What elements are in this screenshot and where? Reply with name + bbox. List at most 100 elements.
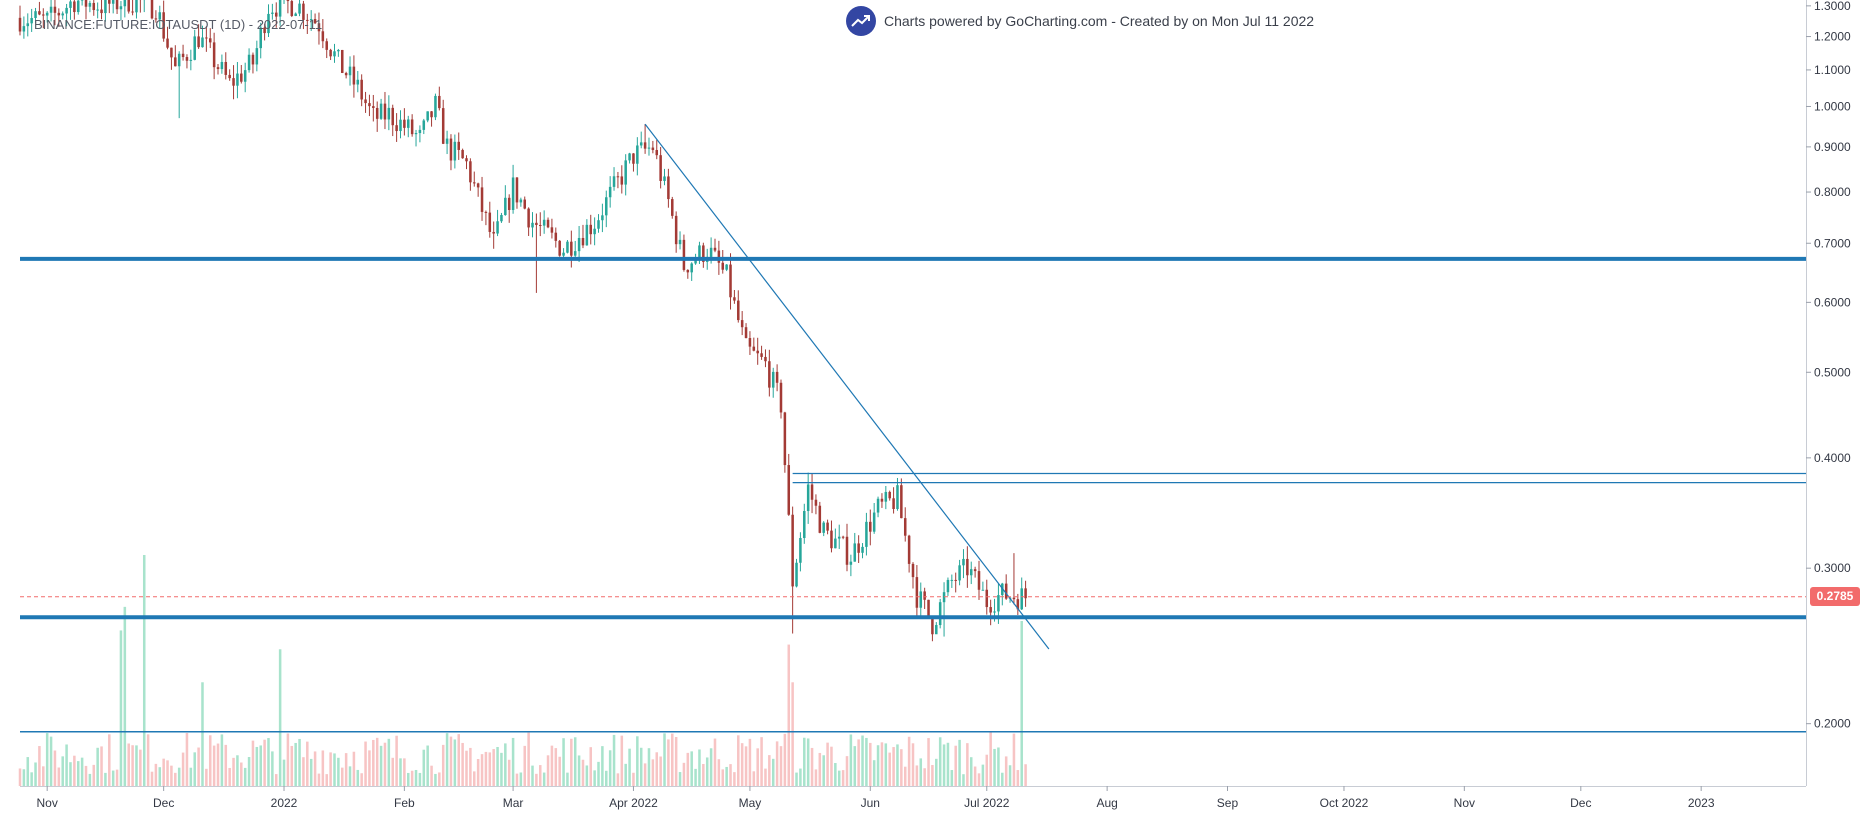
candle-body (605, 197, 608, 216)
volume-bar (861, 735, 864, 786)
volume-bar (368, 750, 371, 786)
candle (597, 214, 600, 233)
candle-body (174, 57, 177, 67)
candle-body (255, 48, 259, 65)
candle-body (127, 0, 130, 12)
price-tick-label: 1.0000 (1814, 99, 1851, 113)
candle (647, 137, 651, 156)
volume-bar (872, 760, 876, 786)
candle (861, 543, 864, 559)
candle-body (900, 485, 903, 519)
volume-bar (333, 753, 336, 786)
candle-body (212, 42, 216, 68)
volume-bar (174, 772, 177, 786)
volume-bar (830, 746, 833, 786)
candle (80, 0, 84, 6)
candle-body (274, 12, 278, 17)
candle-body (69, 1, 72, 8)
price-tick-label: 1.1000 (1814, 63, 1851, 77)
volume-bar (306, 741, 309, 786)
candle-body (550, 227, 554, 233)
candle (923, 587, 926, 609)
candle-body (523, 199, 527, 209)
candle-body (201, 37, 204, 48)
candle-body (243, 70, 247, 82)
volume-bar (531, 765, 534, 786)
candle-body (903, 518, 907, 536)
candle-body (570, 241, 573, 256)
trending-chart-icon (846, 6, 876, 36)
volume-bar (620, 735, 624, 786)
candle (220, 54, 224, 74)
candle-body (360, 79, 363, 100)
candle-body (927, 599, 930, 617)
candle (286, 0, 290, 14)
candle (938, 598, 942, 629)
candle-body (337, 49, 340, 52)
candle-body (473, 182, 476, 184)
candle (803, 503, 806, 544)
candle (935, 622, 938, 635)
candle-body (997, 595, 1000, 612)
candle-body (30, 18, 33, 24)
candle (410, 114, 414, 137)
volume-bar (709, 748, 713, 786)
volume-bar (989, 732, 992, 786)
price-tick-label: 0.6000 (1814, 295, 1851, 309)
candle-body (768, 361, 771, 388)
candle-body (674, 215, 678, 245)
candle-body (775, 371, 779, 383)
candle (500, 212, 503, 223)
volume-bar (309, 758, 313, 786)
candle (834, 528, 837, 549)
candle-body (962, 558, 965, 566)
candle (368, 94, 371, 117)
candle (818, 501, 822, 534)
candle-body (340, 49, 344, 73)
candle-body (608, 186, 612, 198)
volume-bar (445, 733, 449, 786)
volume-bar (566, 772, 569, 786)
candle-body (737, 300, 740, 321)
volume-bar (286, 733, 290, 786)
candle (888, 490, 891, 501)
candle-body (663, 176, 666, 181)
volume-bar (212, 745, 216, 786)
price-tick-label: 0.8000 (1814, 185, 1851, 199)
candle-body (325, 41, 328, 50)
drawn-lines[interactable] (20, 123, 1806, 733)
volume-bar (410, 770, 414, 786)
candle-body (806, 484, 810, 512)
volume-bar (80, 757, 84, 786)
volume-bar (550, 745, 554, 786)
volume-bar (108, 734, 111, 786)
candle (1012, 553, 1016, 605)
volume-bar (282, 759, 286, 786)
volume-bar (251, 740, 255, 786)
candle-body (80, 0, 84, 1)
candle (554, 227, 558, 248)
candle (837, 524, 841, 550)
candle-body (321, 31, 325, 42)
candle-body (150, 0, 154, 19)
volume-bar (240, 762, 243, 786)
candle (973, 566, 977, 578)
volume-bar (667, 739, 670, 786)
time-tick-label: Jul 2022 (964, 796, 1010, 810)
volume-bar (232, 757, 235, 786)
candle (620, 165, 624, 194)
volume-bar (395, 735, 398, 786)
volume-bar (139, 749, 142, 786)
volume-bar (729, 764, 732, 786)
price-tick-label: 1.2000 (1814, 30, 1851, 44)
candle (236, 62, 239, 99)
candle (465, 155, 468, 170)
candle (18, 5, 22, 36)
volume-bar (931, 765, 934, 786)
volume-bar (938, 737, 942, 786)
candle-body (309, 19, 313, 21)
volume-bar (849, 734, 853, 786)
candle-body (26, 23, 30, 27)
volume-bar (713, 738, 717, 786)
